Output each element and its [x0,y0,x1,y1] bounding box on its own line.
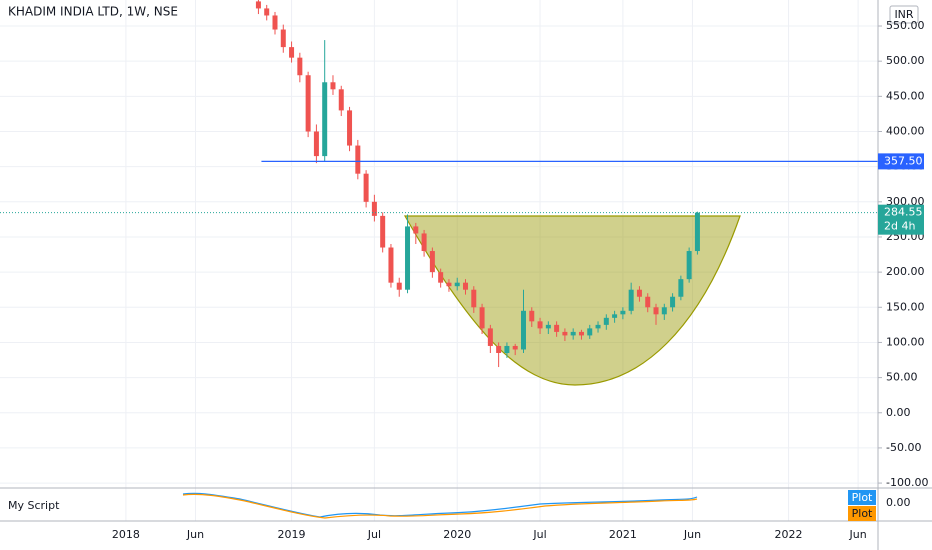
x-tick-label: Jun [186,528,204,541]
candle-body [330,82,336,90]
candle-body [405,226,411,290]
candle-body [603,317,609,325]
axes: 2018 Jun 2019 Jul 2020 Jul 2021 Jun 2022 Jun 550.0… [112,19,929,541]
candle-body [653,307,659,315]
candle-body [289,47,295,58]
candle-body [612,314,618,318]
indicator-line-2 [182,493,698,519]
candle-body [496,345,502,353]
last-price-label: 284.55 [884,206,923,219]
candle-body [421,233,427,252]
currency-box [889,5,919,24]
candle-body [504,345,510,353]
hline-price-label: 357.50 [884,154,923,167]
candle-body [636,289,642,297]
candle-body [537,321,543,329]
countdown: 2d 4h [884,220,915,233]
candle-body [454,282,460,287]
y-tick-label: 500.00 [886,54,925,67]
candle-body [380,215,386,248]
candle-body [694,212,700,252]
candle-body [446,282,452,287]
y-tick-label: 550.00 [886,19,925,32]
candle-body [686,251,692,280]
indicator-legend: Plot [852,507,873,520]
indicator-line-1 [182,492,698,518]
candle-body [272,15,278,30]
x-tick-label: 2020 [443,528,471,541]
x-tick-label: 2022 [775,528,803,541]
candle-body [562,331,568,336]
candle-body [645,296,651,308]
y-tick-label: 50.00 [886,371,918,384]
candle-body [545,324,551,329]
indicator-tick: 0.00 [886,496,911,509]
candle-body [578,331,584,336]
hline-price-box [878,153,924,170]
y-tick-label: -50.00 [886,441,921,454]
y-tick-label: 400.00 [886,124,925,137]
candle-body [661,307,667,315]
y-tick-label: 100.00 [886,335,925,348]
last-price-box [878,204,924,235]
x-tick-label: Jun [683,528,701,541]
candle-body [678,279,684,297]
y-tick-label: -100.00 [886,476,928,489]
candle-body [520,310,526,350]
candles [0,0,878,368]
candle-body [371,201,377,216]
candle-body [347,110,353,146]
candle-body [570,331,576,336]
candle-body [595,324,601,329]
candle-body [479,307,485,329]
candle-body [413,226,419,234]
x-tick-label: Jul [367,528,381,541]
x-tick-label: Jul [532,528,546,541]
candle-body [264,8,270,16]
candle-body [355,145,361,174]
y-tick-label: 200.00 [886,265,925,278]
y-tick-label: 300.00 [886,195,925,208]
y-tick-label: 150.00 [886,300,925,313]
y-tick-label: 0.00 [886,406,911,419]
candle-body [471,289,477,308]
currency: INR [894,8,913,21]
candle-body [429,251,435,273]
candle-body [322,82,328,157]
candle-body [388,247,394,283]
y-tick-label: 450.00 [886,89,925,102]
candle-body [338,89,344,111]
candle-body [620,310,626,315]
chart-title: KHADIM INDIA LTD, 1W, NSE [8,5,178,19]
indicator-name: My Script [8,499,60,512]
candle-body [305,75,311,132]
candle-body [313,131,319,157]
candle-body [487,328,493,346]
candle-body [280,29,286,48]
x-tick-label: 2021 [609,528,637,541]
candle-body [670,296,676,308]
x-tick-label: Jun [849,528,867,541]
candle-body [463,282,469,290]
candle-body [628,289,634,311]
candle-body [297,57,303,76]
indicator-legend-box [848,490,876,505]
indicator-legend: Plot [852,491,873,504]
x-tick-label: 2018 [112,528,140,541]
x-tick-label: 2019 [278,528,306,541]
candle-body [554,324,560,332]
candle-body [529,310,535,322]
candle-body [587,328,593,336]
candle-body [438,272,444,283]
grid [0,0,878,521]
candle-body [363,173,369,202]
cup-drawing [403,215,741,386]
candle-body [255,1,261,9]
candle-body [512,345,518,350]
indicator-legend-box [848,506,876,521]
candle-body [396,282,402,290]
